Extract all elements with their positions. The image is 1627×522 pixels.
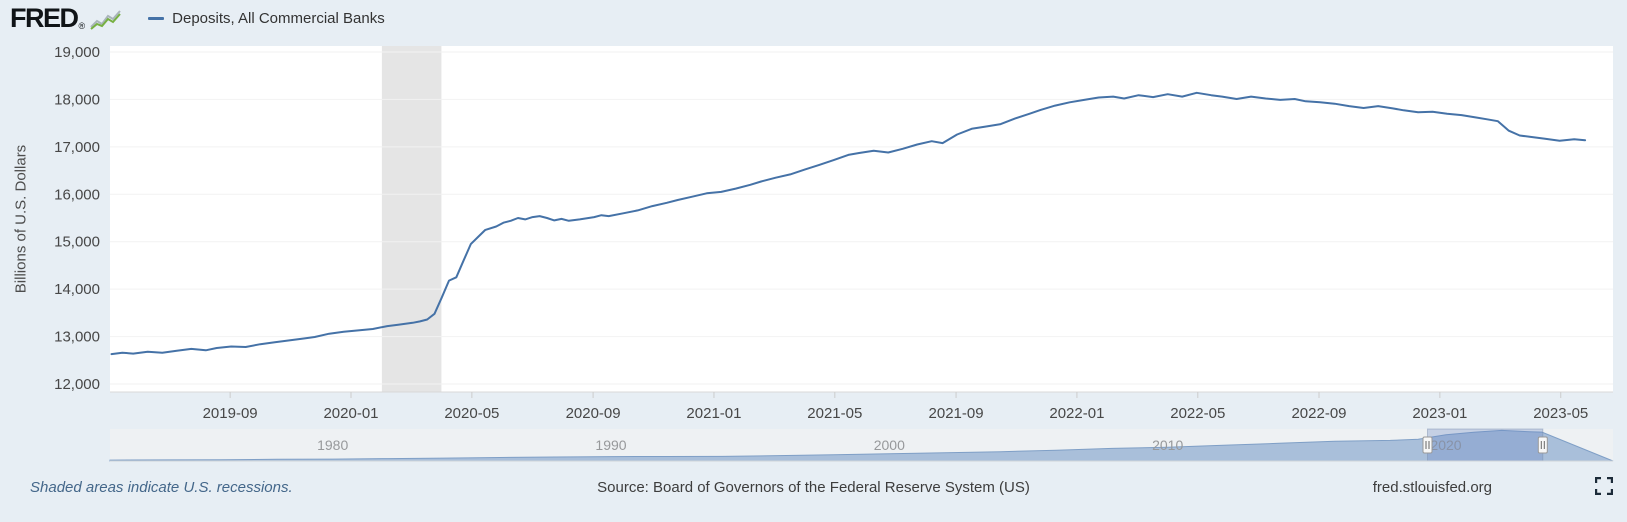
range-handle-left[interactable] bbox=[1422, 436, 1433, 454]
decade-label: 2020 bbox=[1430, 437, 1461, 453]
x-tick-label: 2020-05 bbox=[444, 405, 499, 422]
x-tick-label: 2022-09 bbox=[1291, 405, 1346, 422]
x-tick-label: 2021-01 bbox=[686, 405, 741, 422]
fred-logo-text: FRED bbox=[10, 2, 79, 33]
x-tick-label: 2021-09 bbox=[929, 405, 984, 422]
y-tick-label: 19,000 bbox=[54, 44, 100, 61]
legend[interactable]: Deposits, All Commercial Banks bbox=[148, 10, 385, 27]
x-tick-label: 2020-01 bbox=[323, 405, 378, 422]
x-tick-label: 2022-05 bbox=[1170, 405, 1225, 422]
x-tick-label: 2019-09 bbox=[203, 405, 258, 422]
decade-label: 2010 bbox=[1152, 437, 1183, 453]
main-chart-svg[interactable]: 19,000 18,000 17,000 16,000 15,000 14,000 13,0… bbox=[0, 36, 1627, 426]
y-tick-label: 12,000 bbox=[54, 376, 100, 393]
source-text: Source: Board of Governors of the Federa… bbox=[597, 479, 1030, 496]
header: FRED ® Deposits, All Commercial Banks bbox=[0, 0, 1627, 36]
decade-label: 2000 bbox=[874, 437, 905, 453]
fullscreen-button[interactable] bbox=[1593, 475, 1615, 497]
fred-registered-mark: ® bbox=[78, 20, 86, 31]
x-tick-label: 2023-01 bbox=[1412, 405, 1467, 422]
recession-note: Shaded areas indicate U.S. recessions. bbox=[30, 479, 293, 496]
y-tick-label: 14,000 bbox=[54, 281, 100, 298]
recession-band bbox=[381, 46, 442, 392]
site-link[interactable]: fred.stlouisfed.org bbox=[1372, 479, 1492, 496]
footer: Shaded areas indicate U.S. recessions. S… bbox=[0, 466, 1627, 522]
fullscreen-icon bbox=[1595, 477, 1613, 495]
range-handle-right[interactable] bbox=[1537, 436, 1548, 454]
x-tick-label: 2021-05 bbox=[807, 405, 862, 422]
series-line[interactable] bbox=[110, 91, 1587, 356]
x-tick-label: 2023-05 bbox=[1533, 405, 1588, 422]
range-selector[interactable]: 1980 1990 2000 2010 2020 bbox=[0, 426, 1627, 466]
y-tick-label: 17,000 bbox=[54, 139, 100, 156]
y-tick-label: 16,000 bbox=[54, 186, 100, 203]
y-tick-label: 13,000 bbox=[54, 329, 100, 346]
main-chart: Billions of U.S. Dollars 19,000 18,000 17,… bbox=[0, 36, 1627, 426]
plot-area[interactable] bbox=[110, 46, 1613, 392]
y-axis-title: Billions of U.S. Dollars bbox=[12, 144, 30, 294]
decade-label: 1980 bbox=[317, 437, 348, 453]
x-tick-label: 2022-01 bbox=[1049, 405, 1104, 422]
y-tick-label: 15,000 bbox=[54, 234, 100, 251]
legend-line-swatch bbox=[148, 16, 165, 20]
range-selection[interactable] bbox=[1427, 428, 1544, 462]
x-tick-label: 2020-09 bbox=[566, 405, 621, 422]
y-tick-label: 18,000 bbox=[54, 91, 100, 108]
decade-label: 1990 bbox=[595, 437, 626, 453]
range-selector-area bbox=[109, 429, 1614, 462]
legend-series-label: Deposits, All Commercial Banks bbox=[172, 9, 385, 27]
fred-logo[interactable]: FRED ® bbox=[10, 2, 122, 33]
fred-logo-chart-icon bbox=[90, 7, 122, 31]
